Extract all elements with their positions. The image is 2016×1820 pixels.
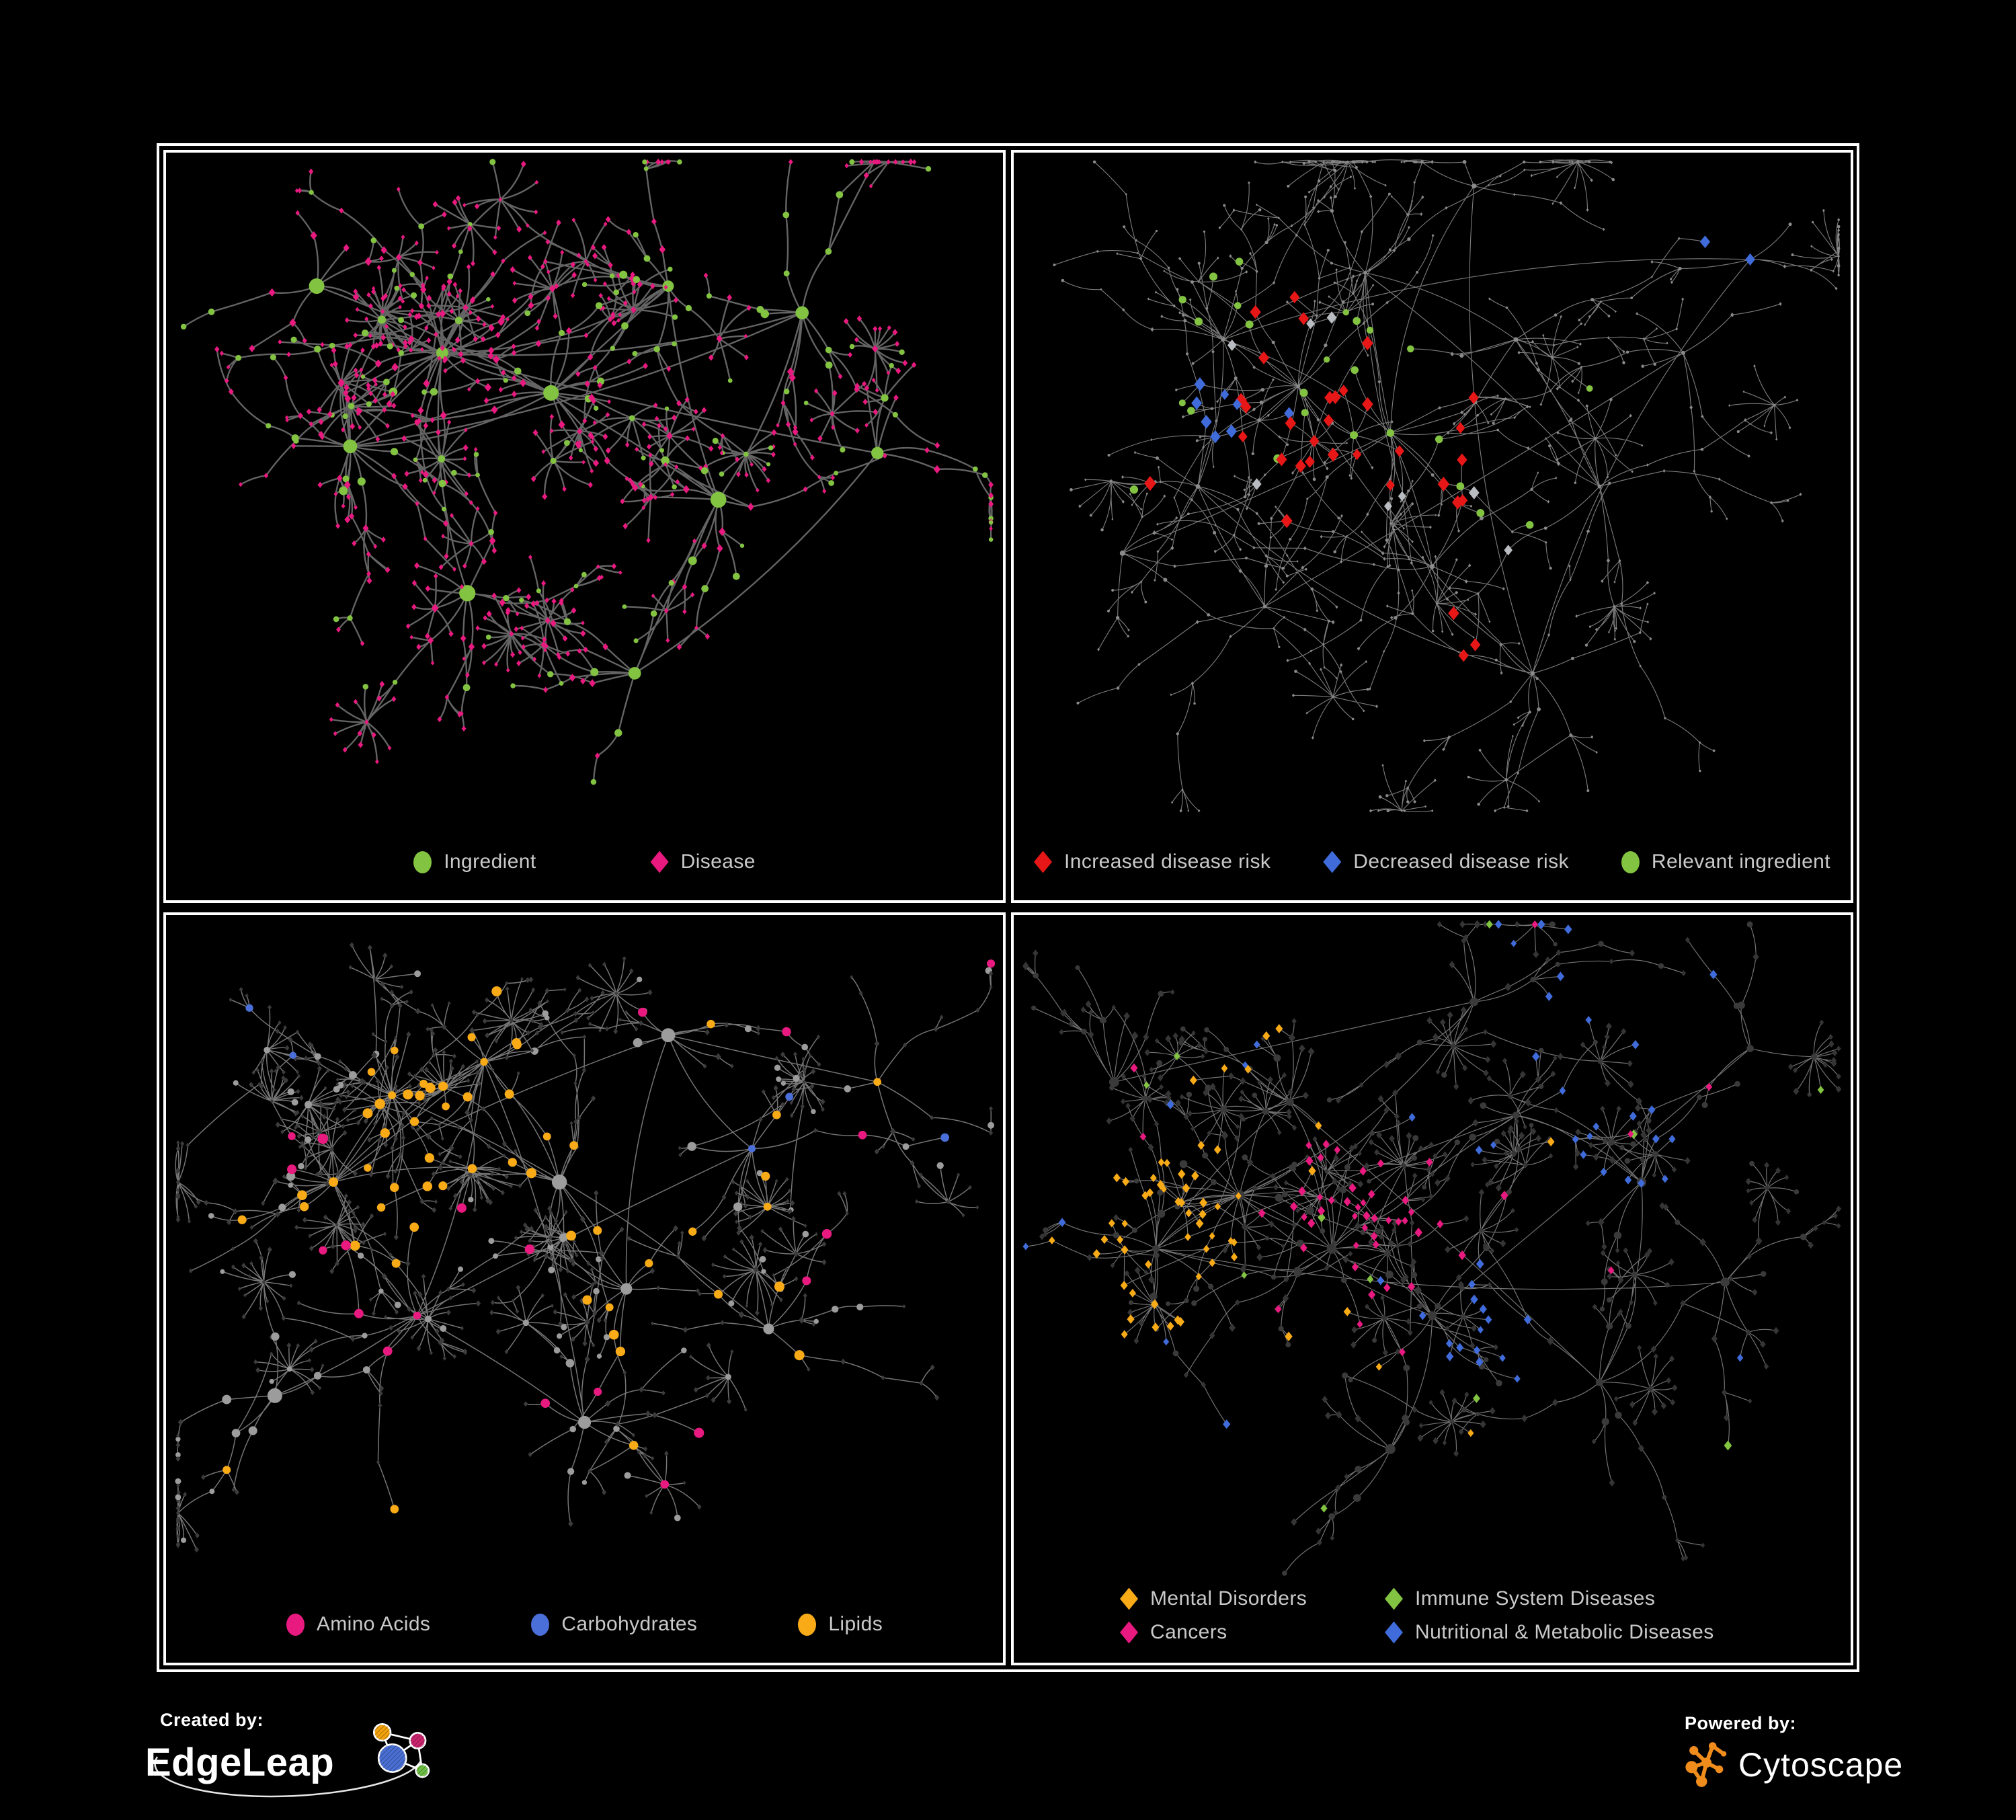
legend-item: Amino Acids [286,1613,430,1636]
network-canvas-disease-class [1022,919,1842,1576]
legend-item: Ingredient [413,850,536,873]
legend-item: Lipids [798,1613,883,1636]
cytoscape-credit: Powered by: Cytoscape [1681,1713,1902,1792]
legend-label: Amino Acids [316,1613,431,1635]
network-canvas-nutrient-class [175,942,996,1552]
legend-label: Increased disease risk [1064,850,1271,873]
legend-item: Nutritional & Metabolic Diseases [1385,1621,1714,1644]
legend-label: Decreased disease risk [1353,850,1569,873]
legend-label: Relevant ingredient [1651,850,1830,873]
legend-ingredient-disease: Ingredient Disease [166,850,1003,873]
created-by-label: Created by: [160,1710,264,1730]
legend-label: Carbohydrates [561,1613,698,1635]
panel-disease-risk: Increased disease risk Decreased disease … [1011,150,1853,903]
diamond-swatch-icon [1385,1587,1403,1610]
panel-nutrient-class: Amino Acids Carbohydrates Lipids [163,912,1006,1665]
legend-label: Mental Disorders [1150,1587,1307,1610]
diamond-swatch-icon [1385,1621,1403,1644]
edgeleap-credit: Created by: EdgeLeap [145,1710,461,1804]
legend-item: Disease [650,850,756,873]
legend-item: Immune System Diseases [1385,1587,1714,1610]
diamond-swatch-icon [1323,850,1342,873]
legend-label: Lipids [828,1613,883,1635]
diamond-swatch-icon [650,850,669,873]
powered-by-label: Powered by: [1685,1713,1797,1733]
network-canvas-disease-risk [1053,159,1841,813]
diamond-swatch-icon [1120,1587,1138,1610]
legend-label: Cancers [1150,1621,1227,1643]
circle-swatch-icon [413,850,432,873]
legend-nutrient-class: Amino Acids Carbohydrates Lipids [166,1613,1003,1636]
circle-swatch-icon [1621,850,1640,873]
grid-frame [157,143,1859,1672]
legend-disease-risk: Increased disease risk Decreased disease … [1014,850,1851,873]
network-canvas-ingredient-disease [180,158,994,785]
legend-item: Increased disease risk [1034,850,1271,873]
legend-label: Ingredient [444,850,536,873]
panel-ingredient-disease: Ingredient Disease [163,150,1006,903]
cytoscape-logo-icon [1685,1742,1727,1787]
circle-swatch-icon [798,1613,817,1636]
legend-label: Nutritional & Metabolic Diseases [1415,1621,1714,1643]
cytoscape-icon-nodes [1685,1742,1727,1787]
legend-item: Carbohydrates [531,1613,697,1636]
edgeleap-logo-icon [373,1723,430,1778]
legend-item: Mental Disorders [1120,1587,1385,1610]
legend-item: Cancers [1120,1621,1385,1644]
legend-label: Disease [680,850,756,873]
legend-item: Relevant ingredient [1621,850,1830,873]
panel-disease-class: Mental Disorders Immune System Diseases Ca… [1011,912,1853,1665]
diamond-swatch-icon [1120,1621,1138,1644]
legend-label: Immune System Diseases [1415,1587,1656,1610]
legend-item: Decreased disease risk [1323,850,1569,873]
cytoscape-logo-text: Cytoscape [1738,1746,1904,1784]
legend-disease-class: Mental Disorders Immune System Diseases Ca… [1014,1587,1851,1644]
circle-swatch-icon [286,1613,305,1636]
circle-swatch-icon [531,1613,550,1636]
edgeleap-logo-text: EdgeLeap [145,1741,335,1784]
diamond-swatch-icon [1034,850,1052,873]
